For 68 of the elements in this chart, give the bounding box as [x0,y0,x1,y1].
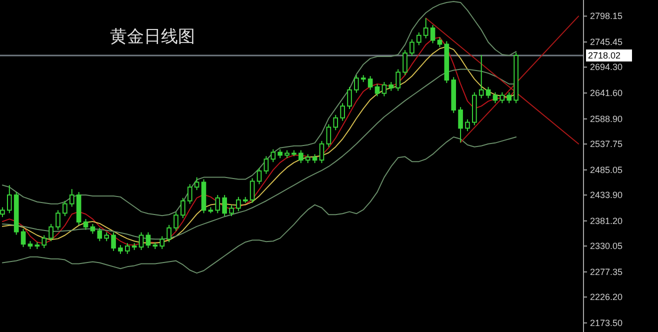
candlestick [492,92,498,104]
candlestick [229,204,234,217]
y-tick-label: 2798.15 [590,11,623,22]
candlestick [48,223,54,242]
candlestick [374,83,380,97]
y-tick-label: 2694.30 [590,62,623,72]
candlestick [416,32,422,46]
candlestick [402,50,408,76]
y-tick-label: 2226.20 [590,292,623,302]
candlestick [111,232,116,252]
y-tick-label: 2745.45 [590,37,623,48]
candlestick [160,236,165,250]
candlestick [270,148,276,163]
candlestick [222,194,227,217]
candlestick [458,106,463,143]
candlestick [83,218,88,230]
candlestick [69,188,74,208]
candlestick [340,102,345,122]
candlestick [194,176,200,191]
candlestick [465,118,470,132]
candlestick [138,232,144,250]
candlestick [506,92,512,104]
y-tick-label: 2433.90 [590,190,623,200]
line-series [2,0,517,216]
candlestick [430,24,436,44]
candlestick [236,196,241,212]
candlestick [486,86,491,99]
y-tick-label: 2330.05 [590,241,623,252]
text: 黄金日线图 [110,27,195,47]
y-tick-label: 2277.35 [590,266,623,277]
candlestick [146,232,151,249]
candlestick [347,86,352,110]
candlestick [298,150,304,164]
candlestick [166,224,172,243]
candlestick [333,114,338,131]
candlestick [62,200,68,217]
candlestick [215,194,220,214]
candlestick [180,197,186,219]
candlestick [174,212,178,232]
y-tick-label: 2173.50 [590,318,623,328]
candlestick [56,210,60,230]
candlestick [326,124,332,148]
y-tick-label: 2485.05 [590,164,623,175]
candlestick [20,228,26,248]
candlestick [97,227,102,242]
y-tick-label: 2588.90 [590,114,623,124]
candlestick [187,184,192,204]
candlestick [256,167,262,185]
candlestick [264,156,269,174]
candlestick [478,54,484,99]
y-tick-label: 2641.60 [590,88,623,98]
candlestick [423,18,428,39]
candlestick [250,178,255,204]
candlestick [382,82,387,97]
candlestick [7,184,12,214]
candlestick [90,223,96,234]
candlestick [354,74,359,94]
candlestick [42,234,47,249]
candlestick [368,76,373,90]
y-tick-label: 2537.75 [590,139,623,150]
candlestick [396,68,400,92]
ref-line-label: 2718.02 [588,50,621,60]
candlestick [124,242,130,254]
candlestick [410,38,414,56]
y-tick-label: 2381.20 [590,216,623,226]
line-series [2,136,517,274]
candlestick [500,92,505,104]
candlestick [319,140,324,164]
